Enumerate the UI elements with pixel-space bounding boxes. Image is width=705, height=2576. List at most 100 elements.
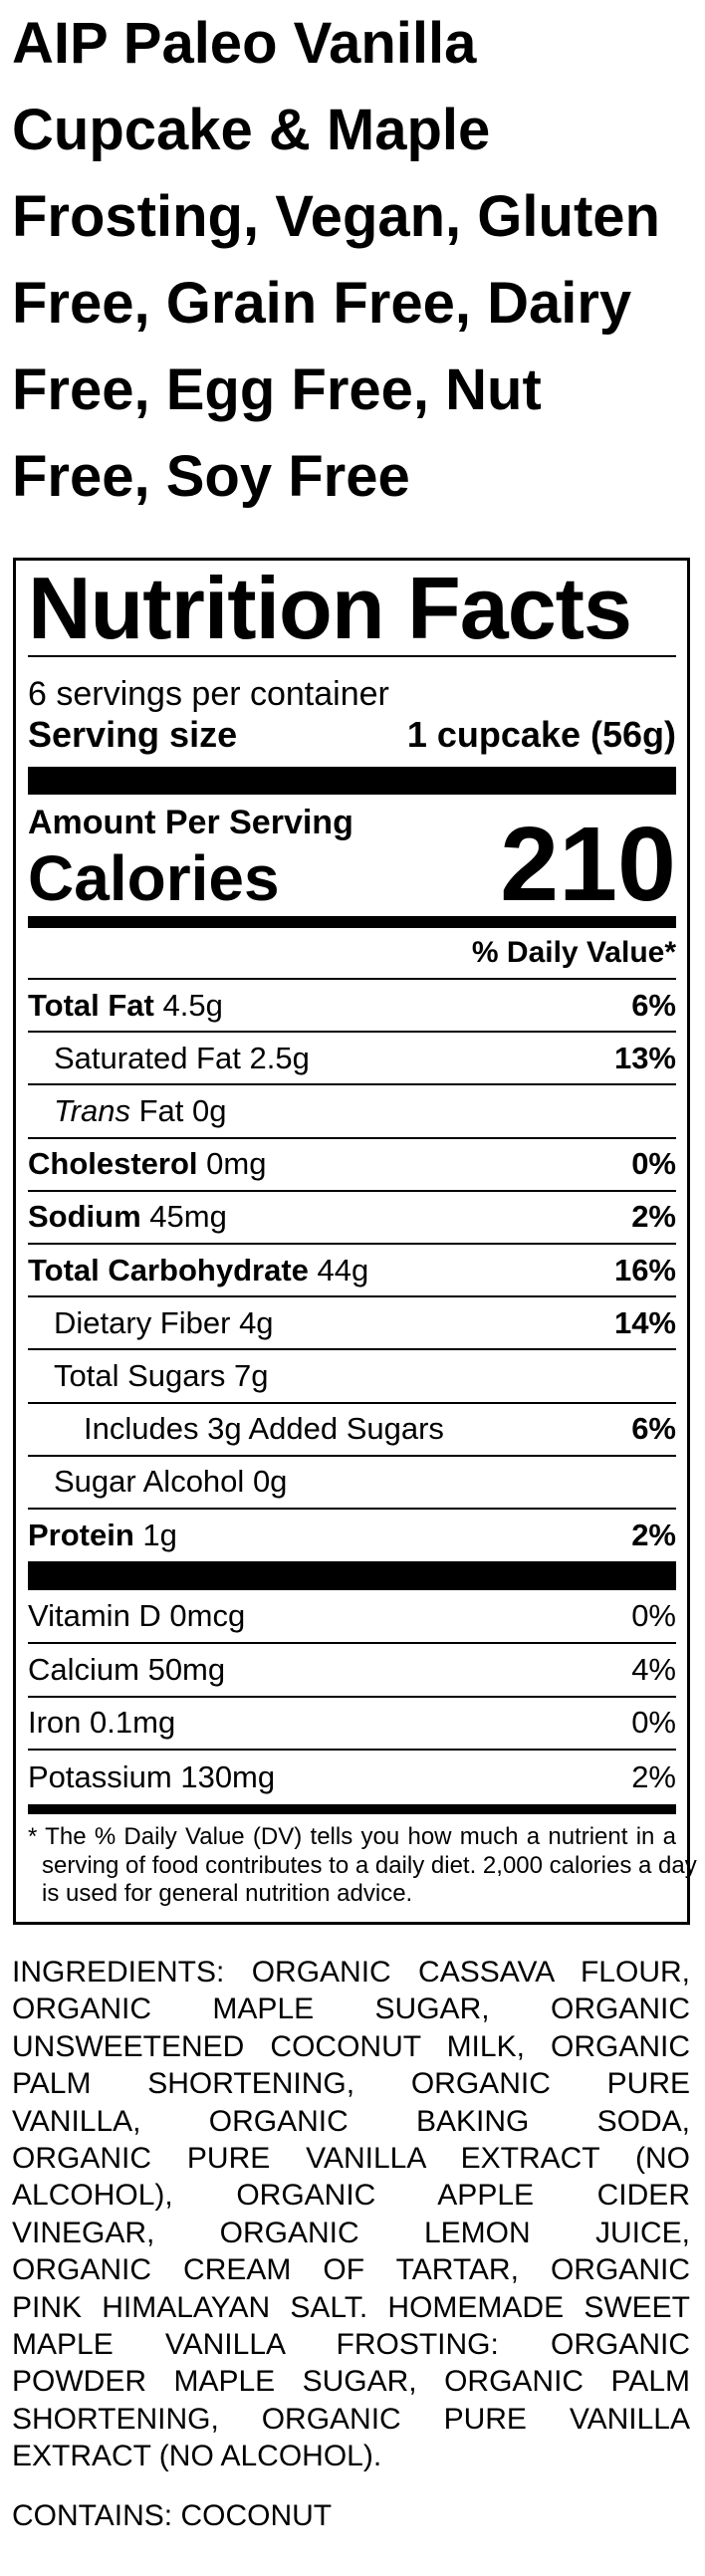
nutrient-name: Sodium 45mg: [28, 1199, 227, 1235]
nutrient-label: Saturated Fat: [54, 1040, 241, 1075]
nutrient-label: Fat: [138, 1092, 184, 1128]
daily-value-header: % Daily Value*: [471, 936, 676, 969]
footnote-line: * The % Daily Value (DV) tells you how m…: [28, 1823, 676, 1850]
thick-divider: [28, 1561, 676, 1590]
serving-size-value: 1 cupcake (56g): [406, 714, 676, 755]
nutrient-daily-value: 0%: [631, 1146, 676, 1182]
ingredients-line: ORGANIC MAPLE SUGAR, ORGANIC: [12, 1992, 690, 2026]
calories-value: 210: [500, 806, 676, 923]
nutrient-label: Includes 3g Added Sugars: [84, 1411, 444, 1447]
ingredients-line: EXTRACT (NO ALCOHOL).: [12, 2440, 382, 2473]
nutrient-label-italic: Trans: [54, 1092, 130, 1128]
nutrient-row: Sugar Alcohol 0g: [28, 1457, 676, 1510]
ingredients-line: POWDER MAPLE SUGAR, ORGANIC PALM: [12, 2365, 690, 2399]
nutrient-amount: 7g: [233, 1357, 269, 1393]
nutrient-daily-value: 2%: [631, 1199, 676, 1235]
nutrient-label: Total Carbohydrate: [28, 1252, 309, 1288]
vitamin-label: Vitamin D 0mcg: [28, 1597, 246, 1633]
nutrient-amount: 4.5g: [162, 987, 223, 1023]
ingredients-line: MAPLE VANILLA FROSTING: ORGANIC: [12, 2327, 690, 2361]
nutrition-facts-heading: Nutrition Facts: [28, 559, 632, 657]
amount-per-serving: Amount Per Serving: [28, 804, 353, 841]
nutrient-label: Total Fat: [28, 987, 154, 1023]
vitamin-row: Potassium 130mg 2%: [28, 1751, 676, 1804]
nutrient-daily-value: 2%: [631, 1518, 676, 1553]
serving-size: Serving size 1 cupcake (56g): [28, 717, 676, 753]
serving-size-label: Serving size: [28, 714, 238, 755]
vitamin-daily-value: 4%: [631, 1651, 676, 1687]
ingredients-line: PALM SHORTENING, ORGANIC PURE: [12, 2067, 690, 2101]
title-line: Cupcake & Maple: [12, 98, 491, 162]
title-line: AIP Paleo Vanilla: [12, 11, 477, 76]
divider: [28, 655, 676, 657]
footnote-line: is used for general nutrition advice.: [42, 1880, 413, 1907]
nutrient-name: Protein 1g: [28, 1518, 177, 1553]
vitamin-daily-value: 2%: [631, 1759, 676, 1795]
nutrient-label: Cholesterol: [28, 1146, 198, 1182]
vitamin-list: Vitamin D 0mcg 0% Calcium 50mg 4% Iron 0.1mg…: [28, 1590, 676, 1804]
medium-divider: [28, 916, 676, 928]
title-line: Free, Egg Free, Nut: [12, 357, 542, 422]
title-line: Frosting, Vegan, Gluten: [12, 184, 660, 249]
vitamin-daily-value: 0%: [631, 1705, 676, 1741]
nutrient-name: Trans Fat 0g: [28, 1093, 226, 1129]
ingredients-line: UNSWEETENED COCONUT MILK, ORGANIC: [12, 2029, 690, 2063]
ingredients-line: INGREDIENTS: ORGANIC CASSAVA FLOUR,: [12, 1956, 690, 1989]
ingredients-line: VINEGAR, ORGANIC LEMON JUICE,: [12, 2216, 690, 2249]
daily-value-footnote: * The % Daily Value (DV) tells you how m…: [28, 1823, 697, 1909]
nutrient-name: Dietary Fiber 4g: [28, 1305, 274, 1341]
vitamin-row: Vitamin D 0mcg 0%: [28, 1590, 676, 1644]
nutrient-amount: 44g: [317, 1252, 369, 1288]
ingredients-line: PINK HIMALAYAN SALT. HOMEMADE SWEET: [12, 2290, 690, 2324]
nutrient-name: Saturated Fat 2.5g: [28, 1041, 310, 1076]
nutrition-facts-label: Nutrition Facts 6 servings per container…: [13, 558, 697, 1925]
nutrient-row: Sodium 45mg 2%: [28, 1192, 676, 1245]
divider: [28, 978, 676, 980]
nutrient-row: Cholesterol 0mg 0%: [28, 1139, 676, 1192]
ingredients-line: ORGANIC PURE VANILLA EXTRACT (NO: [12, 2141, 690, 2175]
title-line: Free, Soy Free: [12, 444, 410, 509]
medium-divider: [28, 1804, 676, 1814]
nutrient-amount: 4g: [239, 1304, 274, 1340]
nutrient-name: Total Carbohydrate 44g: [28, 1253, 368, 1288]
nutrient-label: Sodium: [28, 1199, 141, 1235]
nutrient-amount: 0mg: [206, 1146, 267, 1182]
title-line: Free, Grain Free, Dairy: [12, 271, 632, 336]
nutrient-row: Includes 3g Added Sugars 6%: [28, 1404, 676, 1457]
nutrient-row: Total Fat 4.5g 6%: [28, 980, 676, 1034]
nutrient-daily-value: 16%: [613, 1252, 676, 1288]
nutrient-daily-value: 13%: [613, 1040, 676, 1075]
nutrient-row: Protein 1g 2%: [28, 1510, 676, 1562]
nutrient-name: Cholesterol 0mg: [28, 1146, 266, 1182]
nutrient-row: Dietary Fiber 4g 14%: [28, 1297, 676, 1351]
nutrient-label: Dietary Fiber: [54, 1304, 231, 1340]
nutrient-amount: 1g: [142, 1518, 177, 1553]
calories-label: Calories: [28, 842, 280, 914]
nutrient-list: Total Fat 4.5g 6% Saturated Fat 2.5g 13% Tra…: [28, 980, 676, 1562]
nutrient-amount: 2.5g: [249, 1040, 310, 1075]
nutrient-name: Includes 3g Added Sugars: [28, 1411, 444, 1447]
ingredients-line: ORGANIC CREAM OF TARTAR, ORGANIC: [12, 2253, 690, 2287]
vitamin-row: Calcium 50mg 4%: [28, 1644, 676, 1698]
vitamin-label: Potassium 130mg: [28, 1759, 276, 1795]
nutrient-daily-value: 14%: [613, 1304, 676, 1340]
ingredients-line: ALCOHOL), ORGANIC APPLE CIDER: [12, 2179, 690, 2213]
footnote-line: serving of food contributes to a daily d…: [42, 1851, 697, 1879]
ingredients-line: VANILLA, ORGANIC BAKING SODA,: [12, 2104, 690, 2138]
nutrient-name: Total Fat 4.5g: [28, 988, 223, 1024]
nutrient-label: Total Sugars: [54, 1357, 226, 1393]
nutrient-label: Sugar Alcohol: [54, 1464, 245, 1500]
nutrient-daily-value: 6%: [631, 1411, 676, 1447]
vitamin-label: Calcium 50mg: [28, 1651, 226, 1687]
thick-divider: [28, 767, 676, 795]
nutrient-name: Total Sugars 7g: [28, 1358, 268, 1394]
nutrient-row: Total Sugars 7g: [28, 1350, 676, 1404]
allergen-contains: CONTAINS: COCONUT: [12, 2499, 333, 2532]
nutrient-row: Total Carbohydrate 44g 16%: [28, 1245, 676, 1298]
product-title: AIP Paleo Vanilla Cupcake & Maple Frosting…: [12, 0, 660, 520]
vitamin-row: Iron 0.1mg 0%: [28, 1698, 676, 1752]
ingredients-text: INGREDIENTS: ORGANIC CASSAVA FLOUR, ORGAN…: [12, 1954, 690, 2474]
nutrient-row: Trans Fat 0g: [28, 1085, 676, 1139]
nutrient-amount: 0g: [192, 1092, 227, 1128]
nutrient-name: Sugar Alcohol 0g: [28, 1464, 287, 1500]
